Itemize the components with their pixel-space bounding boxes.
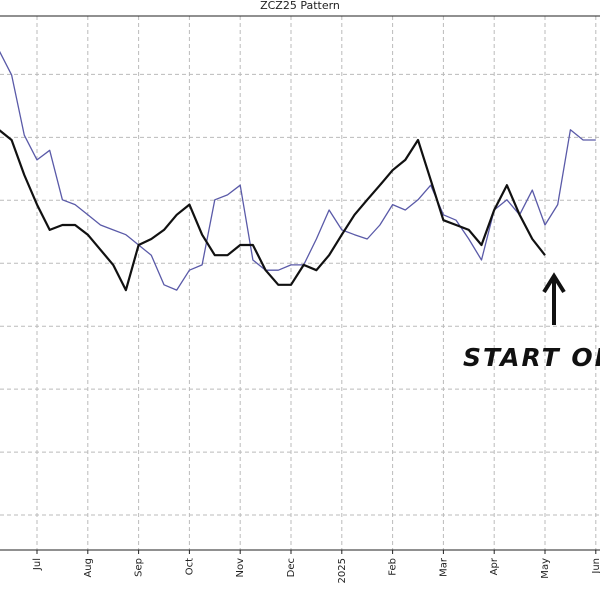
arrow	[542, 272, 566, 325]
x-tick-label: Feb	[388, 558, 399, 576]
x-tick-label: May	[540, 558, 551, 579]
x-tick-label: Mar	[438, 557, 449, 577]
series-line	[0, 50, 596, 291]
plot-frame	[0, 15, 600, 551]
x-tick-label: Jun	[591, 558, 600, 575]
series-line	[0, 129, 546, 292]
x-tick-label: Apr	[489, 557, 500, 575]
chart-title: ZCZ25 Pattern	[260, 0, 340, 12]
x-tick-label: Oct	[184, 558, 195, 575]
x-tick-label: Aug	[83, 558, 94, 578]
x-tick-label: Nov	[235, 558, 246, 578]
x-tick-label: Jul	[32, 558, 43, 571]
annotation: START OF RA	[463, 343, 600, 372]
x-tick-label: Sep	[134, 558, 145, 577]
x-tick-label: Dec	[286, 558, 297, 577]
x-tick-label: 2025	[337, 558, 348, 583]
